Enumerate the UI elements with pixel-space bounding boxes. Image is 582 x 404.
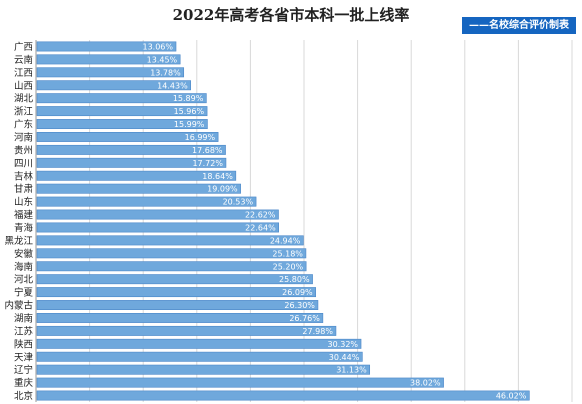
category-label: 陕西 — [14, 338, 33, 350]
data-label: 24.94% — [270, 236, 301, 245]
bar-21 — [36, 300, 319, 310]
category-label: 贵州 — [14, 144, 33, 156]
bar-10 — [36, 157, 227, 168]
category-label: 四川 — [14, 158, 33, 169]
bar-1 — [36, 41, 177, 52]
category-label: 广西 — [14, 41, 33, 53]
bar-5 — [36, 93, 207, 104]
data-label: 26.09% — [282, 288, 313, 297]
data-label: 17.72% — [192, 159, 223, 168]
data-label: 25.18% — [272, 249, 303, 258]
bar-2 — [36, 54, 181, 65]
data-label: 13.06% — [142, 42, 173, 51]
category-label: 宁夏 — [14, 287, 34, 299]
bar-7 — [36, 119, 208, 129]
bar-14 — [36, 209, 279, 220]
bar-9 — [36, 144, 226, 155]
category-label: 湖北 — [14, 94, 34, 105]
data-label: 15.96% — [174, 107, 205, 116]
category-label: 甘肃 — [14, 183, 33, 195]
category-label: 海南 — [14, 261, 33, 273]
bar-20 — [36, 287, 316, 298]
data-label: 25.20% — [273, 262, 304, 271]
data-label: 19.09% — [207, 185, 238, 194]
bar-28 — [36, 390, 530, 401]
data-label: 17.68% — [192, 146, 223, 155]
category-label: 北京 — [14, 390, 33, 402]
category-label: 浙江 — [14, 106, 34, 118]
category-label: 青海 — [14, 222, 34, 234]
bar-8 — [36, 132, 219, 142]
bar-16 — [36, 235, 304, 246]
category-label: 江西 — [14, 68, 33, 79]
category-label: 辽宁 — [14, 364, 33, 376]
data-label: 13.78% — [150, 68, 181, 77]
data-label: 31.13% — [336, 366, 367, 375]
category-label: 河北 — [14, 274, 34, 286]
category-label: 山西 — [14, 81, 33, 92]
bar-19 — [36, 274, 313, 285]
bar-27 — [36, 377, 444, 388]
data-label: 26.76% — [289, 314, 320, 323]
bar-3 — [36, 67, 185, 78]
category-label: 湖南 — [14, 312, 33, 324]
data-label: 26.30% — [284, 301, 315, 310]
bar-25 — [36, 351, 363, 362]
bar-22 — [36, 313, 324, 323]
data-label: 20.53% — [223, 198, 254, 207]
data-label: 38.02% — [410, 379, 441, 388]
data-label: 15.99% — [174, 120, 205, 129]
bar-18 — [36, 261, 307, 272]
data-label: 46.02% — [496, 392, 527, 401]
bar-15 — [36, 222, 280, 233]
data-label: 27.98% — [302, 327, 333, 336]
data-label: 30.32% — [328, 340, 359, 349]
data-label: 22.62% — [245, 211, 276, 220]
category-label: 内蒙古 — [4, 300, 33, 312]
bar-23 — [36, 325, 337, 336]
category-label: 云南 — [14, 54, 33, 66]
data-label: 18.64% — [202, 172, 233, 181]
data-label: 22.64% — [245, 223, 276, 232]
data-label: 14.43% — [157, 81, 188, 90]
category-label: 广东 — [14, 119, 33, 131]
bar-12 — [36, 183, 241, 194]
data-label: 30.44% — [329, 353, 360, 362]
category-label: 江苏 — [14, 325, 34, 337]
bar-11 — [36, 170, 237, 181]
category-label: 福建 — [14, 209, 34, 221]
bar-13 — [36, 196, 257, 207]
category-label: 天津 — [14, 352, 34, 363]
category-label: 重庆 — [14, 377, 34, 389]
source-badge: ——名校综合评价制表 — [462, 17, 576, 34]
category-label: 黑龙江 — [4, 235, 33, 247]
bar-24 — [36, 338, 362, 349]
data-label: 16.99% — [185, 133, 216, 142]
category-label: 山东 — [14, 196, 33, 208]
category-label: 安徽 — [14, 248, 34, 260]
data-label: 13.45% — [147, 55, 178, 64]
bar-6 — [36, 106, 208, 117]
bar-4 — [36, 80, 191, 91]
data-label: 25.80% — [279, 275, 310, 284]
bar-17 — [36, 248, 307, 259]
category-label: 河南 — [14, 131, 33, 143]
bar-26 — [36, 364, 371, 375]
chart-title: 2022年高考各省市本科一批上线率 — [172, 6, 410, 24]
data-label: 15.89% — [173, 94, 204, 103]
category-label: 吉林 — [14, 170, 34, 182]
